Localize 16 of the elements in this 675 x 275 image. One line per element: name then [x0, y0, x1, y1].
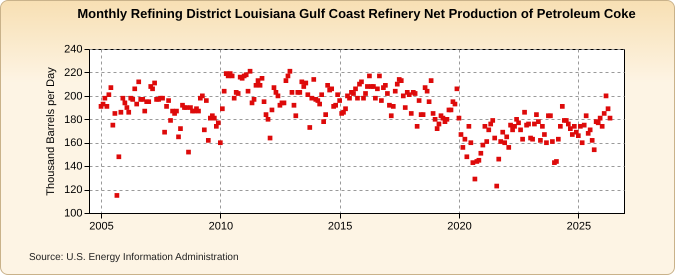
y-tick-label: 140 — [64, 160, 82, 173]
x-tick-label: 2025 — [566, 220, 592, 232]
chart-title: Monthly Refining District Louisiana Gulf Coast Refinery Net Production of Petroleum Coke — [77, 6, 636, 21]
y-tick-label: 100 — [64, 208, 82, 220]
y-tick-label: 120 — [64, 184, 82, 196]
x-tick-label: 2020 — [447, 220, 472, 232]
y-tick-label: 160 — [64, 137, 82, 150]
y-tick-label: 240 — [64, 44, 82, 56]
y-tick-label: 220 — [64, 66, 82, 79]
y-tick-label: 180 — [64, 114, 82, 126]
x-tick-label: 2010 — [208, 220, 234, 232]
source-note: Source: U.S. Energy Information Administration — [29, 252, 239, 263]
y-tick-label: 200 — [64, 90, 82, 102]
y-axis-title: Thousand Barrels per Day — [45, 66, 58, 196]
x-tick-label: 2015 — [328, 220, 352, 232]
x-tick-label: 2005 — [89, 220, 114, 232]
